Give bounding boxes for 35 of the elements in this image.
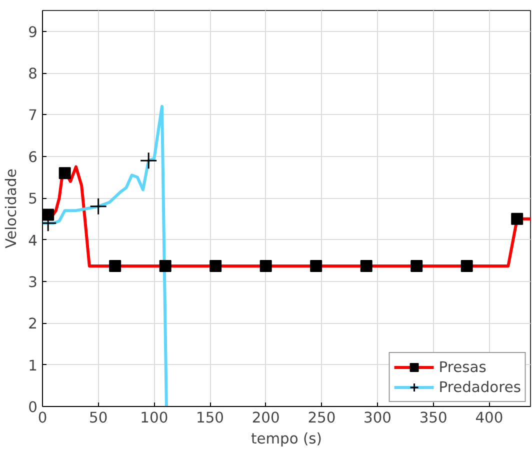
x-tick-label: 350: [419, 410, 448, 426]
point: [511, 212, 524, 225]
point: [360, 260, 372, 272]
y-tick-label: 4: [28, 232, 38, 250]
y-tick-label: 1: [28, 357, 38, 374]
legend-label: Predadores: [438, 378, 521, 396]
y-tick-label: 5: [28, 190, 38, 208]
x-tick-label: 400: [475, 410, 504, 426]
y-tick-label: 3: [28, 274, 38, 291]
point: [460, 260, 473, 272]
x-tick-label: 300: [364, 410, 392, 426]
point: [210, 260, 222, 272]
point: [109, 260, 122, 272]
y-tick-label: 9: [28, 24, 38, 41]
y-tick-label: 7: [28, 107, 38, 124]
point: [159, 260, 172, 272]
point: [58, 167, 71, 180]
y-tick-label: 6: [28, 148, 38, 166]
y-tick-label: 2: [28, 316, 38, 333]
point: [260, 260, 272, 272]
point: [90, 198, 108, 216]
x-axis-title: tempo (s): [250, 430, 322, 448]
y-axis-title: Velocidade: [3, 168, 20, 248]
line-series: [42, 104, 168, 406]
x-tick-label: 200: [252, 410, 280, 426]
x-tick-label: 50: [89, 410, 108, 426]
y-tick-label: 0: [28, 399, 38, 416]
legend-label: Presas: [438, 358, 486, 376]
y-tick-label: 8: [28, 66, 38, 83]
point: [410, 260, 423, 272]
point: [140, 152, 158, 170]
point: [310, 260, 322, 272]
x-tick-label: 150: [196, 410, 224, 426]
x-tick-label: 100: [140, 410, 168, 426]
x-tick-label: 250: [308, 410, 336, 426]
